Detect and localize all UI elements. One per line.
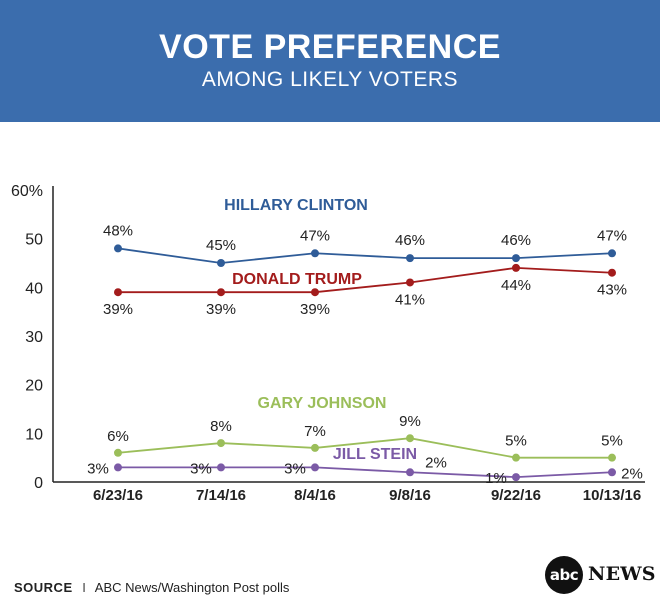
data-point <box>217 259 225 267</box>
news-wordmark: NEWS <box>588 563 656 585</box>
x-tick-label: 8/4/16 <box>294 487 336 504</box>
data-label: 8% <box>210 418 232 435</box>
data-label: 39% <box>300 301 330 318</box>
data-point <box>406 468 414 477</box>
series-name-label: GARY JOHNSON <box>258 395 387 412</box>
data-point <box>406 278 414 287</box>
data-label: 7% <box>304 423 326 440</box>
chart-subtitle: AMONG LIKELY VOTERS <box>201 68 459 91</box>
data-label: 45% <box>206 237 236 254</box>
data-label: 48% <box>103 222 133 239</box>
data-point <box>114 244 122 253</box>
y-tick-label: 0 <box>34 475 43 492</box>
y-tick-label: 30 <box>25 329 43 346</box>
data-point <box>512 473 520 482</box>
data-point <box>217 439 225 448</box>
series-line <box>118 266 613 294</box>
data-point <box>512 453 520 462</box>
data-point <box>311 463 319 472</box>
y-tick-label: 10 <box>25 426 43 443</box>
data-point <box>512 263 520 272</box>
series-name-label: JILL STEIN <box>333 446 417 463</box>
data-point <box>114 288 122 297</box>
data-label: 43% <box>597 282 627 299</box>
x-tick-label: 6/23/16 <box>93 487 143 504</box>
chart-header: VOTE PREFERENCE AMONG LIKELY VOTERS <box>0 0 660 122</box>
source-note: SOURCE I ABC News/Washington Post polls <box>14 580 289 595</box>
data-point <box>311 288 319 297</box>
data-label: 1% <box>485 470 507 487</box>
x-tick-label: 7/14/16 <box>196 487 246 504</box>
data-label: 47% <box>597 227 627 244</box>
data-label: 3% <box>284 460 306 477</box>
data-label: 6% <box>107 428 129 445</box>
data-point <box>114 448 122 457</box>
data-label: 2% <box>621 465 643 482</box>
abc-news-logo: abc NEWS <box>545 556 656 594</box>
y-tick-label: 20 <box>25 378 43 395</box>
data-point <box>608 249 616 258</box>
data-label: 9% <box>399 413 421 430</box>
data-label: 47% <box>300 227 330 244</box>
data-point <box>406 254 414 263</box>
source-label: SOURCE <box>14 580 73 595</box>
data-label: 39% <box>103 301 133 318</box>
data-point <box>311 443 319 452</box>
data-label: 3% <box>87 460 109 477</box>
data-label: 5% <box>505 433 527 450</box>
y-tick-label: 50 <box>25 232 43 249</box>
data-label: 5% <box>601 433 623 450</box>
data-point <box>217 463 225 472</box>
x-tick-label: 9/8/16 <box>389 487 431 504</box>
data-label: 41% <box>395 291 425 308</box>
data-point <box>114 463 122 472</box>
x-tick-label: 10/13/16 <box>583 487 641 504</box>
data-point <box>608 468 616 477</box>
series-line <box>117 247 613 264</box>
x-tick-label: 9/22/16 <box>491 487 541 504</box>
data-label: 2% <box>425 454 447 471</box>
y-tick-label: 40 <box>25 280 43 297</box>
abc-logo-mark: abc <box>545 556 583 594</box>
chart-title: VOTE PREFERENCE <box>159 28 501 66</box>
y-tick-label: 60% <box>11 183 43 200</box>
data-point <box>217 288 225 297</box>
data-label: 39% <box>206 301 236 318</box>
data-point <box>406 434 414 443</box>
data-label: 46% <box>501 232 531 249</box>
series-name-label: HILLARY CLINTON <box>224 197 368 214</box>
source-text: ABC News/Washington Post polls <box>94 580 290 595</box>
series-line <box>117 437 612 459</box>
data-label: 3% <box>190 460 212 477</box>
data-label: 46% <box>395 232 425 249</box>
data-point <box>608 268 616 277</box>
data-point <box>608 453 616 462</box>
data-point <box>512 254 520 263</box>
series-line <box>118 466 613 479</box>
data-label: 44% <box>501 277 531 294</box>
series-name-label: DONALD TRUMP <box>232 271 362 288</box>
data-point <box>311 249 319 258</box>
source-separator: I <box>82 580 86 595</box>
